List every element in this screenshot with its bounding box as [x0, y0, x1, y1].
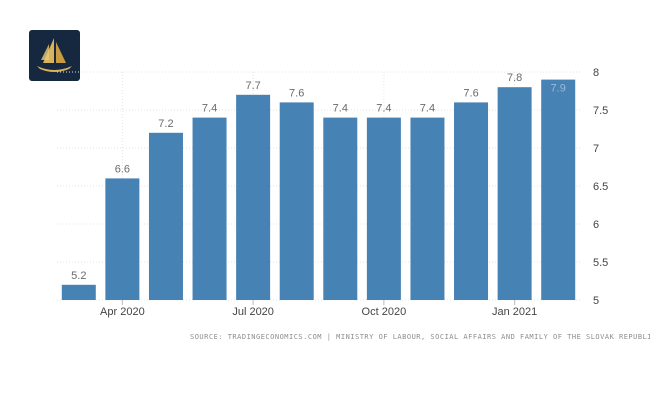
data-label: 7.4	[420, 103, 435, 115]
source-note: SOURCE: TRADINGECONOMICS.COM | MINISTRY …	[190, 333, 650, 341]
x-tick-label: Jul 2020	[232, 306, 274, 318]
bar	[410, 117, 445, 300]
data-label: 7.6	[289, 87, 304, 99]
data-label: 5.2	[71, 270, 86, 282]
data-label: 7.7	[245, 80, 260, 92]
y-tick-label: 8	[593, 67, 599, 79]
bar	[61, 284, 96, 300]
bar	[148, 132, 183, 300]
y-tick-label: 6	[593, 219, 599, 231]
sailboat-logo-icon	[37, 38, 72, 72]
y-tick-label: 7	[593, 143, 599, 155]
bar	[541, 79, 576, 300]
x-tick-label: Apr 2020	[100, 306, 145, 318]
axes: 5 5.5 6 6.5 7 7.5 8 Apr 2020 Jul 2020 Oct 2020 Jan…	[100, 67, 608, 318]
bar	[192, 117, 227, 300]
data-label: 6.6	[115, 163, 130, 175]
brand-logo	[29, 30, 80, 81]
y-tick-label: 5.5	[593, 257, 608, 269]
data-labels: 5.2 6.6 7.2 7.4 7.7 7.6 7.4 7.4 7.4 7.6 7.8 7.9	[71, 72, 566, 282]
data-label: 7.8	[507, 72, 522, 84]
bar	[323, 117, 358, 300]
bars	[61, 79, 576, 301]
x-tick-label: Oct 2020	[362, 306, 407, 318]
bar	[366, 117, 401, 300]
bar	[279, 102, 314, 301]
data-label: 7.4	[202, 103, 217, 115]
data-label: 7.4	[376, 103, 391, 115]
data-label: 7.6	[463, 87, 478, 99]
y-tick-label: 7.5	[593, 105, 608, 117]
bar	[105, 178, 140, 300]
bar	[497, 87, 532, 300]
y-tick-label: 5	[593, 295, 599, 307]
x-tick-label: Jan 2021	[492, 306, 537, 318]
bar	[454, 102, 489, 301]
data-label: 7.4	[333, 103, 348, 115]
data-label: 7.2	[158, 118, 173, 130]
data-label: 7.9	[551, 83, 566, 95]
y-tick-label: 6.5	[593, 181, 608, 193]
bar	[236, 94, 271, 300]
